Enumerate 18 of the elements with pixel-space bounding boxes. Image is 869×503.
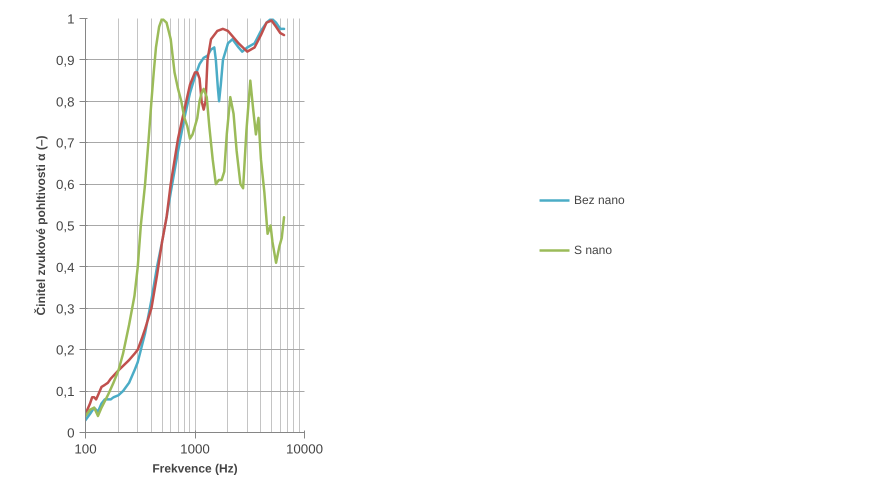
y-tick-label: 0,6: [56, 177, 75, 192]
legend-label: S nano: [574, 243, 614, 257]
legend-label: Bez nano: [574, 193, 626, 207]
x-tick-label: 10000: [286, 442, 324, 456]
y-tick-label: 0,7: [56, 136, 75, 151]
y-tick-label: 0,9: [56, 52, 75, 68]
y-tick-label: 0,4: [56, 260, 76, 275]
y-tick-label: 0,8: [56, 94, 75, 110]
y-tick-label: 0,5: [56, 218, 75, 234]
y-tick-label: 0,3: [56, 301, 75, 316]
y-tick-label: 0,2: [56, 342, 75, 358]
y-tick-label: 0,1: [56, 384, 75, 400]
y-tick-label: 1: [67, 12, 75, 26]
x-tick-label: 1000: [180, 442, 210, 456]
x-tick-label: 100: [74, 442, 97, 456]
y-tick-label: 0: [67, 426, 75, 440]
x-axis-title: Frekvence (Hz): [152, 462, 238, 476]
y-axis-title: Činitel zvukové pohltivosti α (–): [34, 135, 48, 316]
